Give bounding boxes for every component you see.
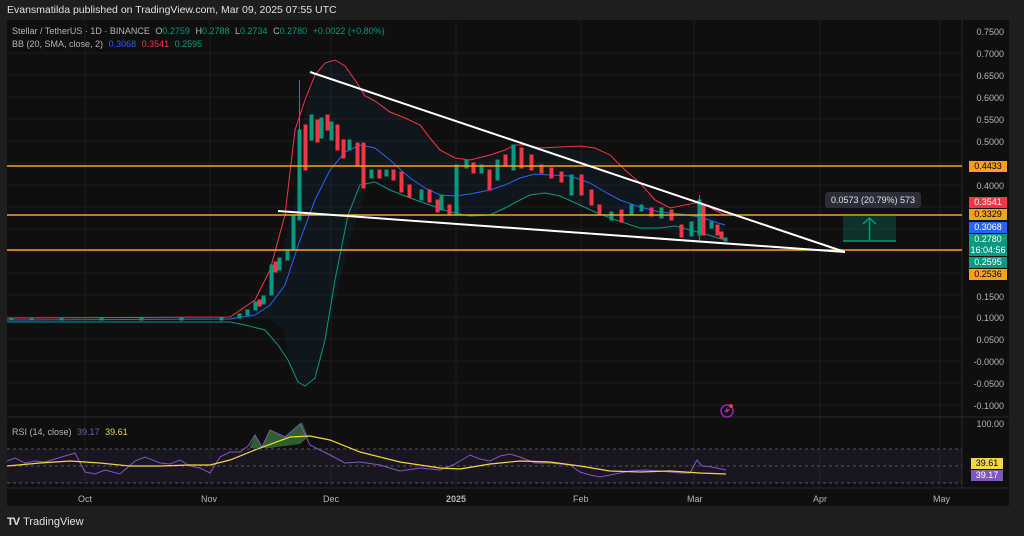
price-tick: 0.6000	[976, 93, 1004, 103]
bb-basis-value: 0.3068	[108, 39, 137, 49]
chart-area[interactable]	[7, 20, 1009, 506]
lightning-alert-icon[interactable]	[720, 404, 734, 418]
high-value: 0.2788	[201, 26, 230, 36]
time-tick: 2025	[446, 494, 467, 504]
bb-legend: BB (20, SMA, close, 2) 0.3068 0.3541 0.2…	[12, 39, 205, 49]
bb-upper-line	[6, 59, 726, 319]
horizontal-levels[interactable]	[7, 165, 962, 251]
time-tick: Mar	[687, 494, 703, 504]
bb-upper-value: 0.3541	[141, 39, 170, 49]
tradingview-logo-icon: TV	[7, 516, 20, 528]
bb-label[interactable]: BB (20, SMA, close, 2)	[12, 39, 104, 49]
bb-basis-line	[6, 144, 726, 321]
last-price-tag: 0.2780	[969, 234, 1007, 245]
bb-basis-tag: 0.3068	[969, 222, 1007, 233]
candles	[9, 80, 728, 321]
brand-name: TradingView	[23, 516, 84, 528]
time-tick: Apr	[813, 494, 828, 504]
time-tick: Feb	[573, 494, 589, 504]
low-value: 0.2734	[240, 26, 268, 36]
rsi-label[interactable]: RSI (14, close)	[12, 427, 72, 437]
close-label: C	[273, 26, 280, 36]
bb-lower-line	[7, 181, 726, 387]
rsi-overbought-fill	[250, 422, 308, 448]
bb-lower-tag: 0.2595	[969, 257, 1007, 268]
price-tick: 0.7000	[976, 49, 1004, 59]
low-label: L	[235, 26, 241, 36]
bb-lower-value: 0.2595	[174, 39, 203, 49]
publish-info: Evansmatilda published on TradingView.co…	[7, 4, 337, 16]
high-label: H	[195, 26, 202, 36]
top-bar: Evansmatilda published on TradingView.co…	[0, 0, 1024, 20]
wedge-trendlines[interactable]	[277, 71, 846, 253]
time-tick: Dec	[323, 494, 340, 504]
price-tick: 0.1000	[976, 313, 1004, 323]
grid	[7, 20, 962, 488]
rsi-line	[6, 423, 727, 478]
price-tick: -0.1000	[973, 401, 1004, 411]
time-tick: Oct	[78, 494, 93, 504]
close-value: 0.2780	[279, 26, 308, 36]
level-tag-0.3329: 0.3329	[969, 209, 1007, 220]
rsi-legend: RSI (14, close) 39.17 39.61	[12, 427, 131, 437]
time-tick: May	[933, 494, 951, 504]
level-tag-0.2536: 0.2536	[969, 269, 1007, 280]
price-tick: -0.0000	[973, 357, 1004, 367]
rsi-ma-line	[6, 435, 727, 475]
bb-upper-tag: 0.3541	[969, 197, 1007, 208]
rsi-axis-tick: 100.00	[976, 419, 1004, 429]
price-tick: -0.0500	[973, 379, 1004, 389]
open-label: O	[155, 26, 163, 36]
rsi-value-tag: 39.17	[971, 470, 1003, 481]
rsi-value: 39.17	[77, 427, 100, 437]
price-tick: 0.4000	[976, 181, 1004, 191]
price-tick: 0.0500	[976, 335, 1004, 345]
price-tick: 0.5000	[976, 137, 1004, 147]
price-tick: 0.6500	[976, 71, 1004, 81]
price-tick: 0.1500	[976, 292, 1004, 302]
bb-fill	[7, 60, 725, 385]
symbol-legend: Stellar / TetherUS · 1D · BINANCE O0.275…	[12, 26, 388, 36]
price-tick: 0.5500	[976, 115, 1004, 125]
tradingview-footer: TV TradingView	[7, 516, 84, 528]
rsi-ma-tag: 39.61	[971, 458, 1003, 469]
bar-countdown-tag: 16:04:56	[969, 245, 1007, 256]
level-tag-0.4433: 0.4433	[969, 161, 1007, 172]
symbol-title[interactable]: Stellar / TetherUS · 1D · BINANCE	[12, 26, 150, 36]
measure-tooltip: 0.0573 (20.79%) 573	[825, 192, 922, 208]
time-tick: Nov	[201, 494, 218, 504]
change-value: +0.0022 (+0.80%)	[312, 26, 385, 36]
rsi-ma-value: 39.61	[105, 427, 128, 437]
price-tick: 0.7500	[976, 27, 1004, 37]
open-value: 0.2759	[162, 26, 190, 36]
